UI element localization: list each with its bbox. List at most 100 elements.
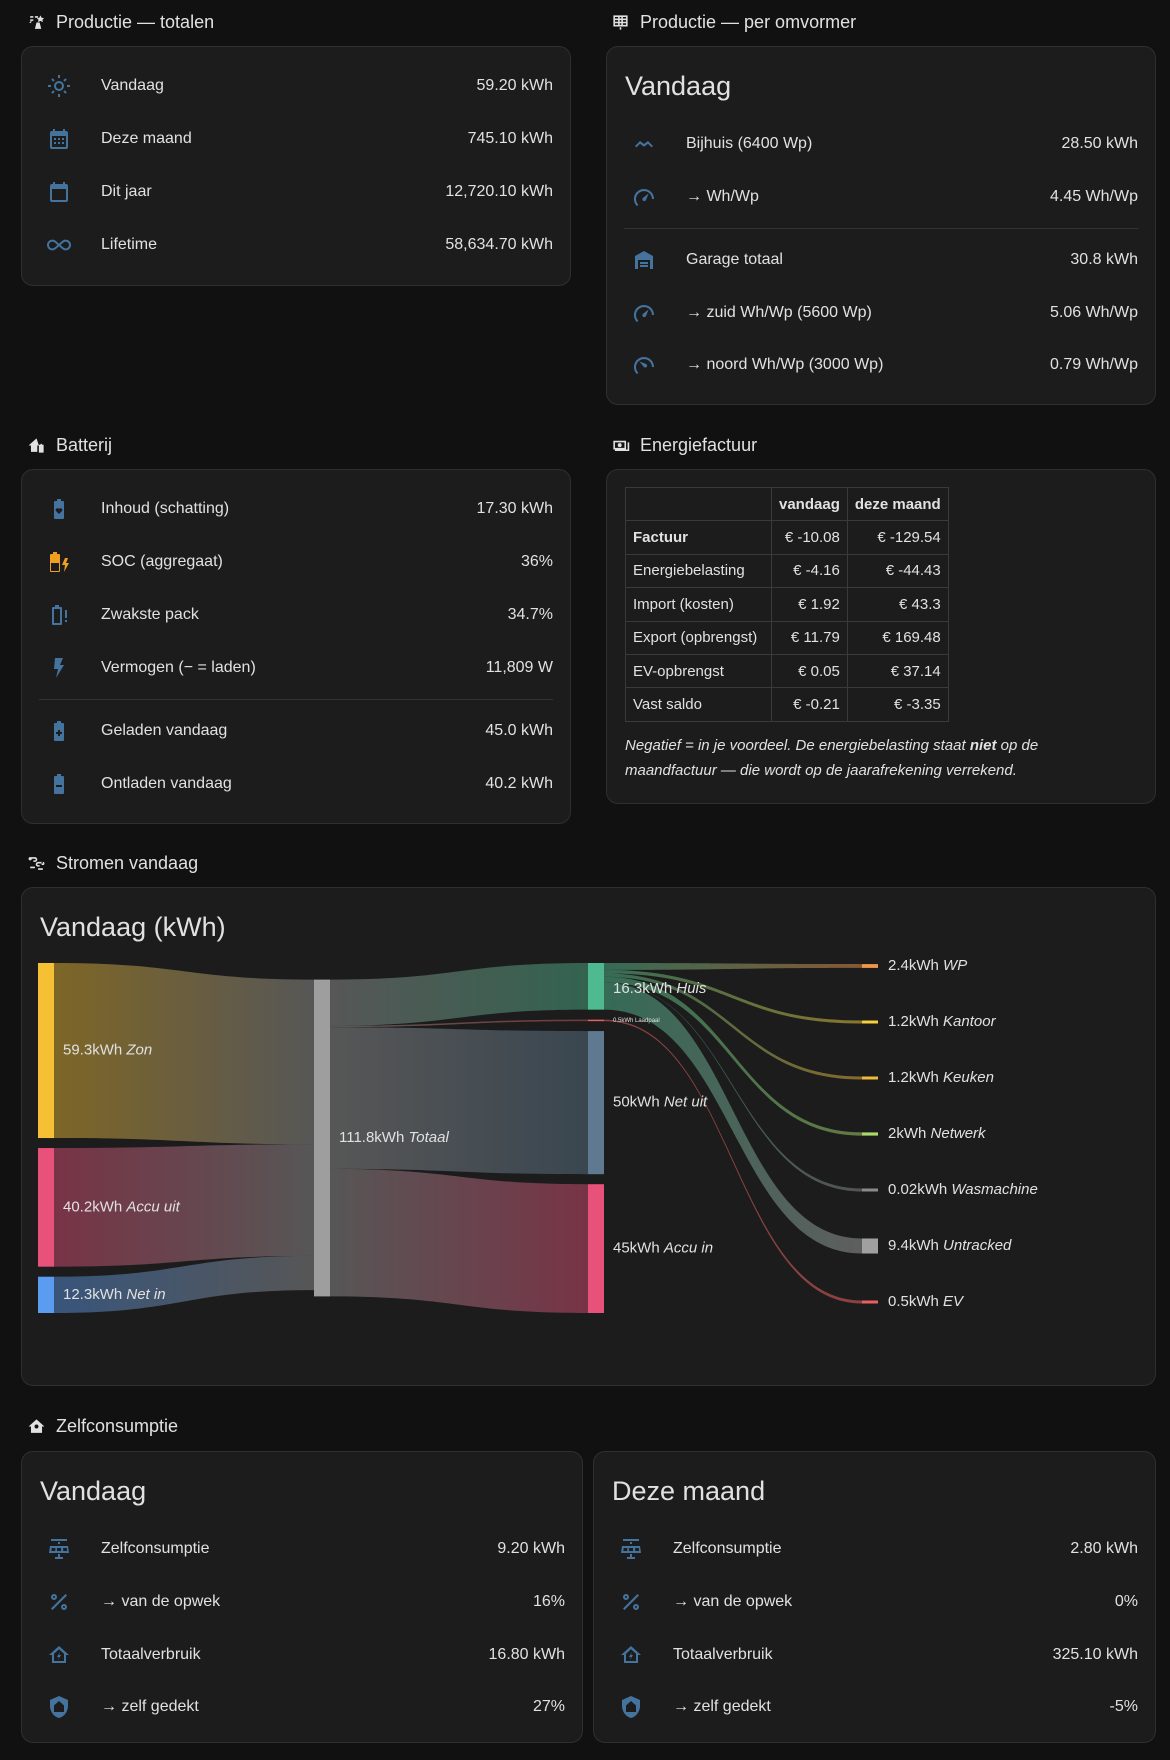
section-title-text: Batterij [56, 435, 113, 455]
section-title-stromen: Stromen vandaag [27, 853, 198, 874]
row-label: → van de opwek [673, 1592, 793, 1610]
node-label-accu-in: 45kWh Accu in [613, 1240, 713, 1257]
home-battery-icon [28, 438, 44, 453]
value-vandaag: € 11.79 [771, 620, 848, 655]
entity-row[interactable]: Deze maand 745.10 kWh [39, 112, 553, 165]
entity-row[interactable]: Dit jaar 12,720.10 kWh [39, 165, 553, 218]
solar-panel-icon [611, 1529, 651, 1569]
row-label: Export (opbrengst) [625, 620, 772, 655]
battery-plus-icon [39, 711, 79, 751]
row-value: 36% [520, 552, 553, 570]
entity-row[interactable]: Geladen vandaag 45.0 kWh [39, 704, 553, 757]
entity-row[interactable]: Zwakste pack 34.7% [39, 588, 553, 641]
row-label: Bijhuis (6400 Wp) [686, 134, 813, 152]
entity-row[interactable]: → zelf gedekt 27% [39, 1680, 565, 1733]
row-value: -5% [1109, 1697, 1138, 1715]
section-title-text: Productie — per omvormer [640, 12, 857, 32]
card-zelfconsumptie-vandaag: Vandaag Zelfconsumptie 9.20 kWh → van de… [21, 1451, 583, 1743]
row-label: Vermogen (− = laden) [101, 658, 256, 676]
battery-charging-icon [39, 542, 79, 582]
entity-row[interactable]: SOC (aggregaat) 36% [39, 535, 553, 588]
node-zon [38, 963, 54, 1139]
gauge-icon [624, 293, 664, 333]
node-keuken [862, 1076, 878, 1080]
divider [39, 699, 553, 700]
node-label-totaal: 111.8kWh Totaal [339, 1129, 449, 1146]
entity-row[interactable]: Zelfconsumptie 2.80 kWh [611, 1522, 1138, 1575]
entity-row[interactable]: Zelfconsumptie 9.20 kWh [39, 1522, 565, 1575]
solar-panel-grid-icon [613, 15, 628, 30]
row-label: → noord Wh/Wp (3000 Wp) [686, 355, 884, 373]
row-value: 16.80 kWh [488, 1645, 565, 1663]
note-text: op de maandfactuur — die wordt op de jaa… [625, 737, 1039, 779]
value-vandaag: € -4.16 [771, 553, 848, 589]
value-deze-maand: € 43.3 [846, 587, 949, 622]
entity-row[interactable]: Ontladen vandaag 40.2 kWh [39, 757, 553, 810]
entity-row[interactable]: Inhoud (schatting) 17.30 kWh [39, 482, 553, 535]
table-row: Vast saldo € -0.21 € -3.35 [625, 687, 949, 722]
section-title-text: Productie — totalen [56, 12, 215, 32]
entity-row[interactable]: Vandaag 59.20 kWh [39, 59, 553, 112]
node-wasmachine [862, 1188, 878, 1192]
row-value: 28.50 kWh [1061, 134, 1138, 152]
node-totaal [314, 979, 330, 1297]
card-heading: Deze maand [612, 1476, 766, 1506]
value-vandaag: € -0.21 [771, 687, 848, 722]
entity-row[interactable]: → noord Wh/Wp (3000 Wp) 0.79 Wh/Wp [624, 338, 1138, 391]
section-title-energiefactuur: Energiefactuur [611, 435, 757, 456]
entity-row[interactable]: → zelf gedekt -5% [611, 1680, 1138, 1733]
row-label: Deze maand [101, 129, 192, 147]
table-header-row: vandaag deze maand [625, 486, 949, 522]
row-value: 17.30 kWh [476, 499, 553, 517]
value-vandaag: € 1.92 [771, 587, 848, 622]
entity-row[interactable]: Totaalverbruik 16.80 kWh [39, 1628, 565, 1681]
entity-row[interactable]: Vermogen (− = laden) 11,809 W [39, 641, 553, 694]
row-label: Ontladen vandaag [101, 774, 232, 792]
node-label-net-in: 12.3kWh Net in [63, 1286, 166, 1303]
card-heading: Vandaag [40, 1476, 147, 1506]
entity-row[interactable]: → van de opwek 0% [611, 1575, 1138, 1628]
row-label: Zwakste pack [101, 605, 199, 623]
node-huis [588, 963, 604, 1010]
row-label: EV-opbrengst [625, 653, 772, 689]
row-label: SOC (aggregaat) [101, 552, 223, 570]
node-laadpaal [588, 1019, 604, 1022]
flow-link-zon [54, 963, 314, 1145]
section-title-productie-totalen: Productie — totalen [27, 12, 214, 33]
entity-row[interactable]: Bijhuis (6400 Wp) 28.50 kWh [624, 117, 1138, 170]
battery-alert-icon [39, 595, 79, 635]
solar-panel-icon [39, 1529, 79, 1569]
row-label: Zelfconsumptie [101, 1539, 210, 1557]
row-value: 325.10 kWh [1052, 1645, 1138, 1663]
entity-row[interactable]: → van de opwek 16% [39, 1575, 565, 1628]
value-deze-maand: € -129.54 [846, 520, 949, 555]
section-title-zelfconsumptie: Zelfconsumptie [27, 1416, 178, 1437]
row-value: 9.20 kWh [497, 1539, 565, 1557]
entity-row[interactable]: Garage totaal 30.8 kWh [624, 233, 1138, 286]
entity-row[interactable]: → zuid Wh/Wp (5600 Wp) 5.06 Wh/Wp [624, 286, 1138, 339]
node-net-in [38, 1276, 54, 1313]
section-title-batterij: Batterij [27, 435, 112, 456]
node-ev [862, 1300, 878, 1304]
percent-icon [39, 1582, 79, 1622]
divider [624, 228, 1138, 229]
row-value: 59.20 kWh [476, 76, 553, 94]
entity-row[interactable]: → Wh/Wp 4.45 Wh/Wp [624, 170, 1138, 223]
card-productie-totalen: Vandaag 59.20 kWh Deze maand 745.10 kWh … [21, 46, 571, 286]
bill-table: vandaag deze maand Factuur € -10.08 € -1… [625, 486, 949, 722]
node-label-wasmachine: 0.02kWh Wasmachine [888, 1181, 1038, 1198]
row-value: 40.2 kWh [485, 774, 553, 792]
row-label: Import (kosten) [625, 587, 772, 622]
entity-row[interactable]: Totaalverbruik 325.10 kWh [611, 1628, 1138, 1681]
calendar-month-icon [39, 119, 79, 159]
node-accu-in [588, 1184, 604, 1313]
entity-row[interactable]: Lifetime 58,634.70 kWh [39, 218, 553, 271]
card-batterij: Inhoud (schatting) 17.30 kWh SOC (aggreg… [21, 469, 571, 824]
shield-home-icon [611, 1687, 651, 1727]
row-value: 58,634.70 kWh [445, 235, 553, 253]
section-title-productie-omvormer: Productie — per omvormer [611, 12, 856, 33]
table-row: Import (kosten) € 1.92 € 43.3 [625, 587, 949, 622]
row-label: Lifetime [101, 235, 158, 253]
row-value: 27% [532, 1697, 565, 1715]
node-accu-uit [38, 1148, 54, 1267]
